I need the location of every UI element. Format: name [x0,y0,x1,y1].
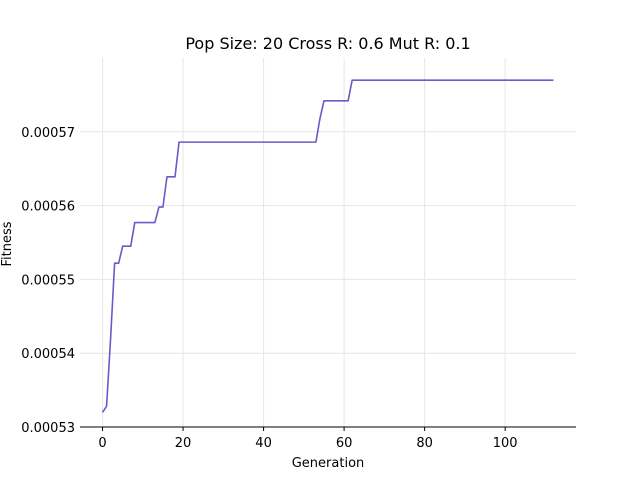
x-tick-label: 40 [255,436,272,451]
x-axis-ticks: 0 20 40 60 80 100 [98,427,518,451]
y-axis-label: Fitness [0,221,15,266]
y-tick-label: 0.00055 [21,273,75,288]
y-tick-label: 0.00056 [21,200,75,215]
fitness-series-line [101,79,554,413]
y-axis-ticks: 0.00053 0.00054 0.00055 0.00056 0.00057 [21,126,75,436]
y-tick-label: 0.00054 [21,347,75,362]
y-tick-label: 0.00053 [21,421,75,436]
x-tick-label: 20 [175,436,192,451]
x-tick-label: 100 [493,436,518,451]
x-tick-label: 0 [98,436,106,451]
x-tick-label: 80 [416,436,433,451]
x-axis-label: Generation [292,456,365,471]
chart-title: Pop Size: 20 Cross R: 0.6 Mut R: 0.1 [185,34,470,53]
y-tick-label: 0.00057 [21,126,75,141]
x-tick-label: 60 [336,436,353,451]
grid-lines [80,58,576,428]
